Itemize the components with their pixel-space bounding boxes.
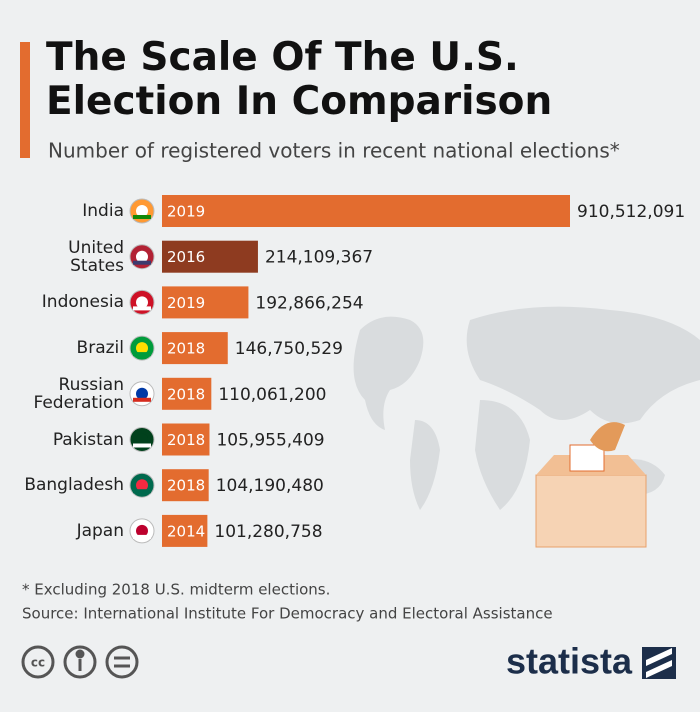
category-label: Brazil xyxy=(76,338,124,359)
flag-band xyxy=(133,534,151,539)
bar xyxy=(162,332,228,365)
value-label: 192,866,254 xyxy=(255,293,363,313)
year-label: 2018 xyxy=(167,340,205,358)
flag-band xyxy=(133,260,151,265)
bar xyxy=(162,286,249,319)
category-label: United States xyxy=(68,237,124,276)
value-label: 105,955,409 xyxy=(216,431,324,451)
year-label: 2018 xyxy=(167,477,205,495)
ballot-box xyxy=(535,422,647,548)
year-label: 2016 xyxy=(167,248,205,266)
footnote: * Excluding 2018 U.S. midterm elections. xyxy=(22,581,330,599)
year-label: 2018 xyxy=(167,385,205,403)
flag-inner xyxy=(136,433,148,446)
year-label: 2014 xyxy=(167,522,205,540)
year-label: 2019 xyxy=(167,203,205,221)
flag-inner xyxy=(136,296,148,309)
flag-inner xyxy=(136,205,148,217)
world-map xyxy=(353,306,700,510)
flag-band xyxy=(133,443,151,448)
category-label: India xyxy=(82,201,124,221)
year-label: 2019 xyxy=(167,294,205,312)
value-label: 110,061,200 xyxy=(218,385,326,405)
brand: statista xyxy=(506,641,633,682)
value-label: 214,109,367 xyxy=(265,248,373,268)
flag-inner xyxy=(136,479,148,492)
category-label: Bangladesh xyxy=(24,475,124,496)
category-label: Russian Federation xyxy=(33,374,124,413)
flag-inner xyxy=(136,342,148,355)
value-label: 910,512,091 xyxy=(577,202,685,222)
bar xyxy=(162,514,208,547)
flag-band xyxy=(133,215,151,219)
flag-inner xyxy=(136,250,148,263)
flag-band xyxy=(133,352,151,357)
category-label: Indonesia xyxy=(41,292,124,313)
bar xyxy=(162,240,258,273)
license-icons xyxy=(21,645,139,679)
bar xyxy=(162,377,212,410)
bar xyxy=(162,195,570,227)
brand-mark xyxy=(642,647,676,679)
cc-icon: cc xyxy=(31,656,45,670)
category-label: Pakistan xyxy=(52,429,124,450)
title-accent xyxy=(20,42,30,158)
bar xyxy=(162,423,210,456)
flag-band xyxy=(133,397,151,402)
flag-inner xyxy=(136,524,148,537)
source: Source: International Institute For Demo… xyxy=(22,605,553,623)
flag-band xyxy=(133,306,151,311)
value-label: 104,190,480 xyxy=(216,476,324,496)
flag-inner xyxy=(136,387,148,400)
bar xyxy=(162,469,209,502)
value-label: 101,280,758 xyxy=(214,522,322,542)
category-label: Japan xyxy=(76,520,124,541)
year-label: 2018 xyxy=(167,431,205,449)
subtitle: Number of registered voters in recent na… xyxy=(48,139,620,163)
value-label: 146,750,529 xyxy=(235,339,343,359)
chart-title: The Scale Of The U.S. Election In Compar… xyxy=(46,35,553,124)
flag-band xyxy=(133,489,151,494)
